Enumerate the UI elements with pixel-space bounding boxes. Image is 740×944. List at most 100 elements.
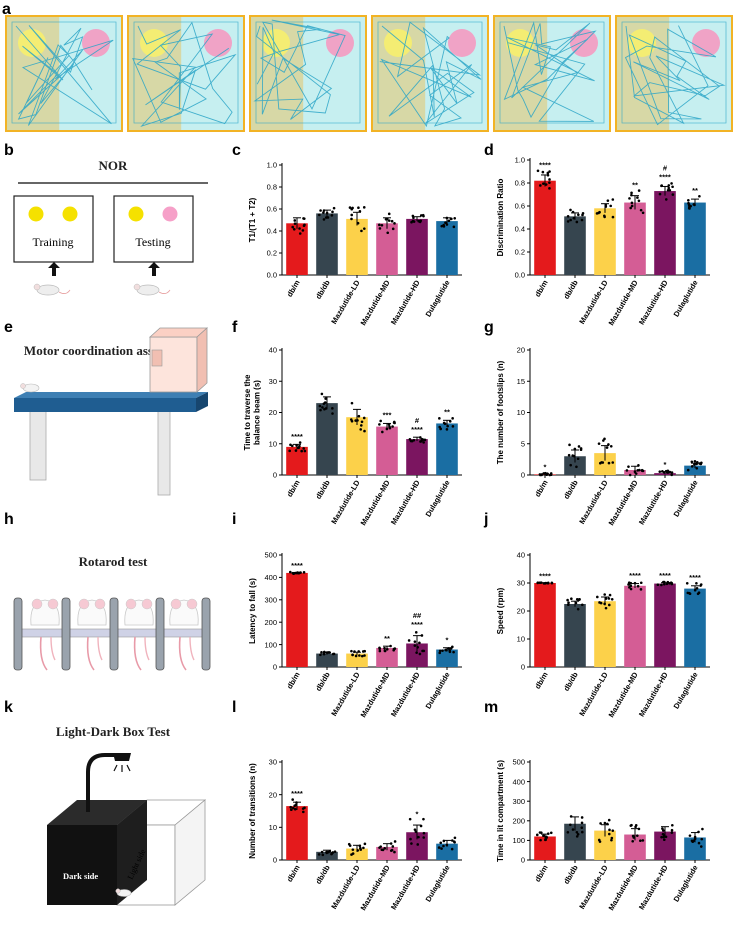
bar-mazdutide-md <box>376 223 398 275</box>
data-point <box>331 652 335 656</box>
data-point <box>629 587 633 591</box>
data-point <box>319 209 322 212</box>
panel-label-m: m <box>484 699 498 716</box>
data-point <box>445 223 449 226</box>
bar-dulaglutide <box>436 423 458 475</box>
data-point <box>440 224 444 228</box>
data-point <box>422 836 426 839</box>
data-point <box>360 654 364 658</box>
significance-marker: ## <box>413 611 422 620</box>
y-tick-label: 200 <box>264 618 277 627</box>
data-point <box>581 212 585 215</box>
data-point <box>580 816 584 819</box>
data-point <box>442 223 445 227</box>
y-axis-label: Time in lit compartment (s) <box>496 760 505 862</box>
data-point <box>569 463 572 467</box>
data-point <box>545 836 549 839</box>
data-point <box>546 171 550 175</box>
x-tick-label: Dulaglutide <box>672 864 700 904</box>
data-point <box>701 827 704 831</box>
data-point <box>387 212 391 216</box>
data-point <box>378 649 382 653</box>
data-point <box>413 828 417 831</box>
y-tick-label: 0.0 <box>267 271 277 280</box>
data-point <box>671 185 674 189</box>
data-point <box>603 437 606 441</box>
data-point <box>571 828 575 831</box>
y-tick-label: 400 <box>264 573 277 582</box>
data-point <box>444 648 447 652</box>
data-point <box>685 582 689 585</box>
data-point <box>363 654 366 657</box>
panel-label-g: g <box>484 319 494 336</box>
y-tick-label: 10 <box>517 408 525 417</box>
y-tick-label: 30 <box>269 377 277 386</box>
data-point <box>414 830 418 833</box>
bar-mazdutide-hd <box>654 831 676 860</box>
data-point <box>698 194 701 198</box>
data-point <box>607 461 611 465</box>
x-tick-label: Mazdutide-MD <box>359 278 392 327</box>
y-tick-label: 100 <box>264 640 277 649</box>
y-tick-label: 20 <box>269 408 277 417</box>
light-ray <box>126 764 131 772</box>
data-point <box>568 443 571 447</box>
data-point <box>391 227 395 231</box>
data-point <box>611 215 615 219</box>
data-point <box>421 649 424 653</box>
y-tick-label: 0.4 <box>267 227 277 236</box>
testing-label: Testing <box>135 235 170 249</box>
data-point <box>687 198 690 202</box>
data-point <box>603 821 607 825</box>
data-point <box>580 218 584 222</box>
data-point <box>628 473 632 477</box>
mouse-icon <box>169 598 199 671</box>
data-point <box>293 807 297 811</box>
x-tick-label: Mazdutide-MD <box>359 478 392 527</box>
data-point <box>357 414 361 418</box>
arrow-up-icon <box>48 262 60 276</box>
data-point <box>351 852 355 855</box>
data-point <box>700 837 704 841</box>
y-tick-label: 0 <box>273 471 277 480</box>
x-tick-label: db/db <box>562 670 580 693</box>
data-point <box>360 229 363 233</box>
data-point <box>536 581 539 585</box>
data-point <box>452 225 456 229</box>
data-point <box>607 832 611 836</box>
data-point <box>603 593 606 596</box>
data-point <box>381 430 384 434</box>
data-point <box>359 848 363 851</box>
trajectory-trace <box>132 21 237 127</box>
data-point <box>363 227 366 230</box>
data-point <box>416 843 420 846</box>
data-point <box>362 846 365 850</box>
data-point <box>289 443 292 447</box>
bar-db-m <box>286 572 308 667</box>
data-point <box>421 438 425 441</box>
data-point <box>688 592 692 596</box>
data-point <box>288 449 291 453</box>
data-point <box>412 438 416 442</box>
mouse-icon <box>30 598 60 671</box>
y-tick-label: 500 <box>264 551 277 560</box>
x-tick-label: Mazdutide-MD <box>607 478 640 527</box>
data-point <box>321 853 325 857</box>
bar-dulaglutide <box>684 588 706 667</box>
data-point <box>656 583 660 587</box>
wall-trace <box>133 21 239 124</box>
data-point <box>409 837 412 841</box>
chart-m-time-in-lit: 0 100 200 300 400 500 Time in lit compartment … <box>496 758 710 912</box>
data-point <box>301 807 305 810</box>
data-point <box>631 839 634 843</box>
data-point <box>294 449 298 452</box>
panel-label-i: i <box>232 511 236 528</box>
y-tick-label: 0.6 <box>515 202 525 211</box>
data-point <box>608 593 612 597</box>
significance-marker: **** <box>291 561 303 570</box>
data-point <box>628 197 631 200</box>
x-tick-label: db/m <box>533 278 550 298</box>
data-point <box>539 184 542 187</box>
arrow-up-icon <box>148 262 160 276</box>
data-point <box>603 215 606 219</box>
